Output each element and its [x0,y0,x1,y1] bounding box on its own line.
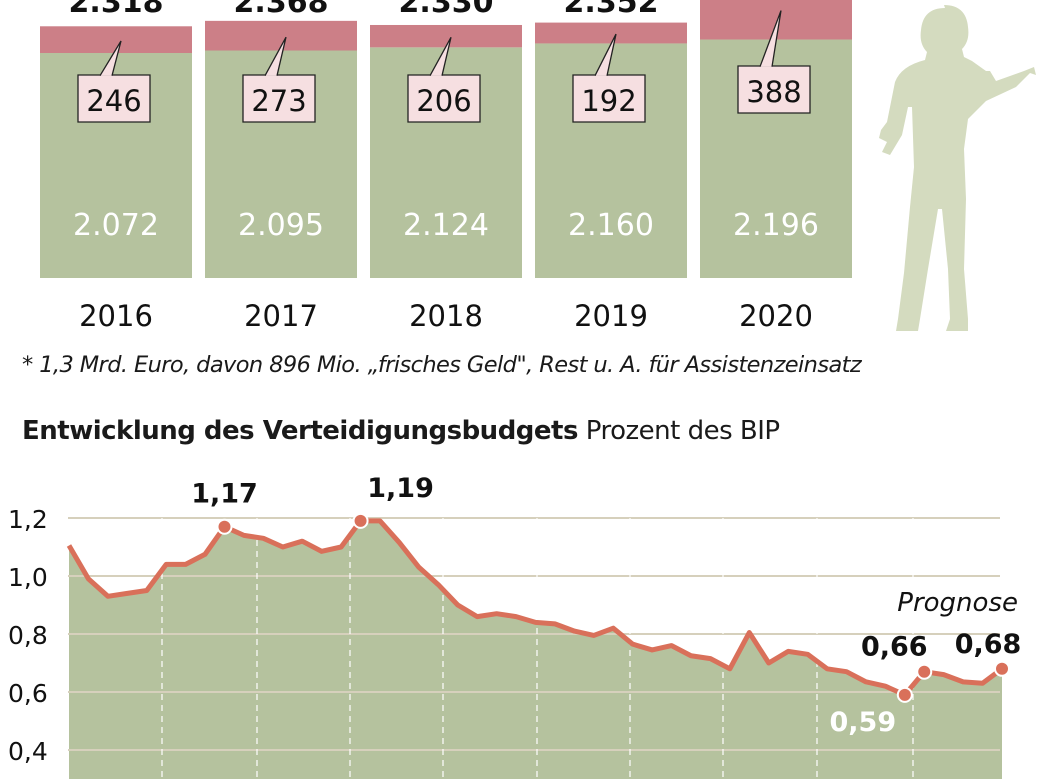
bar-base-label: 2.095 [238,208,324,243]
x-tick-label: 2018 [409,299,483,333]
bar-extra-label: 206 [416,84,471,118]
bar-total-label: 2.368 [234,0,329,20]
y-tick-label: 0,6 [8,679,48,708]
bar-extra-label: 273 [251,84,306,118]
area-fill [69,520,1002,779]
bar-base-label: 2.196 [733,208,819,243]
highlight-label: 0,66 [861,632,928,663]
callout-box [77,74,151,123]
area-line-chart: 1,2 1,0 0,8 0,6 0,4 1,17 1,19 0,59 0,66 0,68 Progn… [8,473,1021,779]
y-tick-label: 1,2 [8,505,48,534]
chart-title-main: Entwicklung des Verteidigungsbudgets [22,416,578,446]
highlight-marker [352,512,369,529]
highlight-label: 1,17 [191,479,258,510]
x-tick-label: 2016 [79,299,153,333]
highlight-marker [216,518,233,535]
highlight-marker [994,660,1010,677]
soldier-icon [879,5,1036,331]
y-tick-label: 0,8 [8,621,48,650]
highlight-label: 0,59 [830,707,897,738]
callout-box [572,74,646,123]
callout-box [407,74,481,123]
bar-base-label: 2.124 [403,208,489,243]
footnote: * 1,3 Mrd. Euro, davon 896 Mio. „frische… [22,352,862,378]
bar-extra [535,22,687,44]
x-tick-label: 2020 [739,299,813,333]
callout-pointer [429,36,452,77]
highlight-label: 1,19 [367,473,434,504]
bar-extra-label: 192 [581,84,636,118]
highlight-marker [916,663,933,680]
callout-pointer [594,33,617,76]
bar-total-label: 2.330 [399,0,494,20]
x-tick-label: 2019 [574,299,648,333]
bar-extra [370,24,522,48]
callout-pointer [99,40,122,77]
bar-base-label: 2.160 [568,208,654,243]
callout-box [242,74,316,123]
callout-pointer [759,10,782,67]
stacked-bar-chart: 2.072 246 2.318 2016 2.095 273 2.368 2017 2.124 2… [40,0,852,333]
y-tick-label: 0,4 [8,737,48,766]
bar-extra-label: 246 [86,84,141,118]
x-tick-label: 2017 [244,299,318,333]
chart-title: Entwicklung des Verteidigungsbudgets Pro… [22,416,780,446]
bar-base-label: 2.072 [73,208,159,243]
bar-total-label: 2.352 [564,0,659,20]
chart-subtitle: Prozent des BIP [585,416,780,446]
bar-total-label: 2.318 [69,0,164,20]
callout-box [737,65,811,114]
highlight-marker [896,686,913,703]
highlight-label: 0,68 [955,629,1022,660]
bar-extra-label: 388 [746,75,801,109]
y-tick-label: 1,0 [8,563,48,592]
prognose-annotation: Prognose [897,588,1018,618]
callout-pointer [264,36,287,77]
